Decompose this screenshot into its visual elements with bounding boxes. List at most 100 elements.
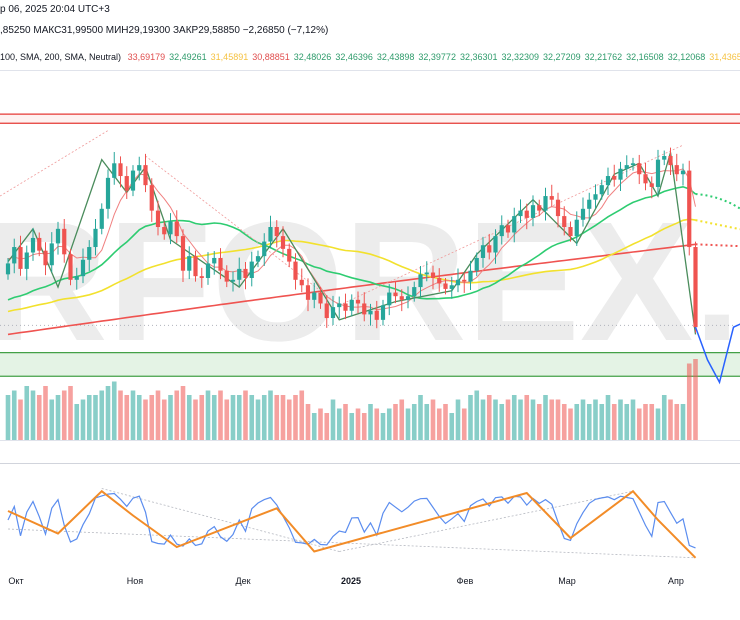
volume-bar xyxy=(630,399,636,440)
candle-body xyxy=(105,177,111,209)
volume-bar xyxy=(430,399,436,440)
candle-body xyxy=(443,283,448,289)
ma-value: 32,16508 xyxy=(626,52,664,62)
volume-bar xyxy=(18,399,23,440)
candle-body xyxy=(218,257,223,271)
candle-body xyxy=(387,292,392,306)
volume-bar xyxy=(99,390,105,440)
candle-body xyxy=(293,261,298,280)
candle-body xyxy=(399,296,404,300)
volume-bar xyxy=(399,399,405,440)
volume-bar xyxy=(249,395,255,440)
candle-body xyxy=(693,247,698,328)
volume-bar xyxy=(686,363,692,440)
ma-value: 30,88851 xyxy=(252,52,290,62)
candle-body xyxy=(487,245,492,253)
ma-values: 33,69179 32,49261 31,45891 30,88851 32,48026… xyxy=(128,52,740,62)
volume-bar xyxy=(474,390,480,440)
candle-body xyxy=(143,165,148,186)
candle-body xyxy=(162,227,167,235)
volume-bar xyxy=(136,395,142,440)
candle-body xyxy=(455,279,461,286)
candle-body xyxy=(224,270,229,282)
volume-bar xyxy=(655,408,661,440)
volume-bar xyxy=(305,404,311,440)
volume-bar xyxy=(436,408,442,440)
candle-body xyxy=(474,257,479,271)
candle-body xyxy=(599,185,604,195)
volume-bar xyxy=(61,390,67,440)
rsi-line xyxy=(7,492,696,549)
candle-body xyxy=(230,279,236,282)
volume-bar xyxy=(105,386,111,440)
candle-body xyxy=(580,208,586,220)
volume-bar xyxy=(149,395,155,440)
trendline-dotted xyxy=(339,144,684,306)
ohlc-line: ,85250 МАКС31,99500 МИН29,19300 ЗАКР29,5… xyxy=(0,25,329,36)
candle-body xyxy=(480,245,486,258)
candle-body xyxy=(424,272,429,275)
ma-legend[interactable]: 100, SMA, 200, SMA, Neutral) 33,69179 32,… xyxy=(0,52,740,62)
volume-bar xyxy=(561,404,567,440)
volume-bar xyxy=(261,395,267,440)
candle-body xyxy=(637,163,642,175)
volume-bar xyxy=(505,399,511,440)
volume-bar xyxy=(43,386,48,440)
volume-bar xyxy=(68,386,73,440)
candle-body xyxy=(380,305,386,320)
volume-bar xyxy=(24,386,30,440)
candle-body xyxy=(5,263,11,275)
volume-bar xyxy=(324,413,330,440)
candle-body xyxy=(324,303,329,319)
volume-bar xyxy=(218,390,223,440)
date-line: р 06, 2025 20:04 UTC+3 xyxy=(0,4,110,15)
candle-body xyxy=(124,176,129,191)
candle-body xyxy=(343,303,348,311)
volume-bar xyxy=(511,395,517,440)
volume-bar xyxy=(205,390,211,440)
volume-bar xyxy=(574,404,580,440)
volume-bar xyxy=(499,404,505,440)
candle-body xyxy=(93,228,98,248)
candle-body xyxy=(518,210,523,217)
candle-body xyxy=(512,216,517,233)
volume-bar xyxy=(549,399,555,440)
volume-bar xyxy=(111,381,117,440)
x-axis-label: Окт xyxy=(8,576,23,586)
volume-bar xyxy=(280,395,286,440)
volume-bar xyxy=(380,413,386,440)
volume-bar xyxy=(536,404,542,440)
volume-bar xyxy=(680,404,686,440)
ma-value: 32,32309 xyxy=(501,52,540,62)
candle-body xyxy=(249,261,254,278)
volume-bar xyxy=(668,399,673,440)
candle-body xyxy=(524,210,529,218)
candle-body xyxy=(174,221,179,237)
candle-body xyxy=(137,165,142,171)
volume-bar xyxy=(405,408,411,440)
volume-bar xyxy=(318,408,323,440)
volume-bar xyxy=(130,390,136,440)
volume-bar xyxy=(274,395,280,440)
volume-bar xyxy=(343,404,348,440)
volume-bar xyxy=(5,395,11,440)
volume-bar xyxy=(255,399,261,440)
ma-value: 32,21762 xyxy=(584,52,623,62)
candle-body xyxy=(112,163,117,178)
candle-body xyxy=(87,247,92,260)
volume-bar xyxy=(193,399,198,440)
volume-bar xyxy=(211,395,217,440)
candle-body xyxy=(674,165,679,175)
candle-body xyxy=(655,159,661,187)
candle-body xyxy=(549,196,554,200)
volume-bar xyxy=(93,395,98,440)
volume-bar xyxy=(443,404,448,440)
candle-body xyxy=(62,228,67,255)
candle-body xyxy=(68,254,73,280)
candle-body xyxy=(562,216,567,228)
candle-body xyxy=(574,219,579,237)
candle-body xyxy=(687,170,692,248)
candle-body xyxy=(243,268,248,278)
candle-body xyxy=(274,227,279,237)
